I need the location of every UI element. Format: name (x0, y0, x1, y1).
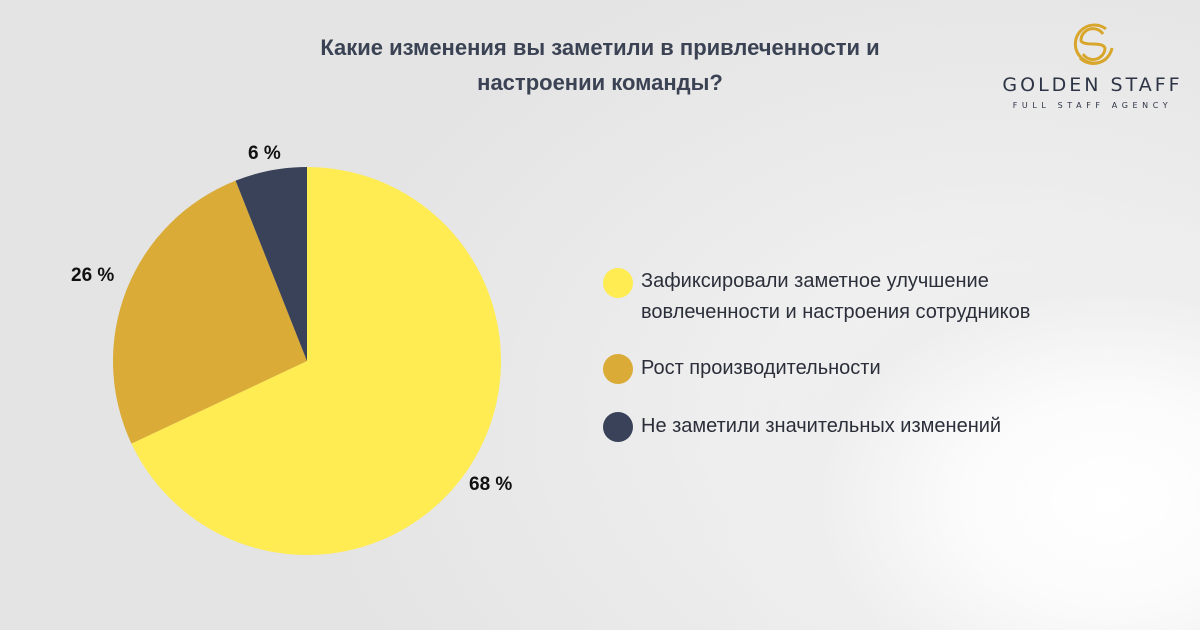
chart-title-line-1: Какие изменения вы заметили в привлеченн… (320, 35, 880, 60)
pie-label-productivity: 26 % (71, 265, 115, 286)
pie-label-no-change: 6 % (248, 143, 281, 164)
pie-slice-no-change (235, 167, 307, 361)
pie-slice-productivity (112, 180, 307, 444)
legend-dot-yellow-icon (603, 268, 633, 298)
legend-dot-navy-icon (603, 412, 633, 442)
pie-chart (112, 167, 501, 555)
golden-staff-logo: GOLDEN STAFF FULL STAFF AGENCY (1000, 18, 1185, 113)
legend-label: Рост производительности (641, 357, 881, 379)
legend-label: Зафиксировали заметное улучшение вовлече… (641, 270, 1031, 323)
legend-dot-gold-icon (603, 354, 633, 384)
logo-tagline: FULL STAFF AGENCY (1012, 101, 1173, 110)
logo-name: GOLDEN STAFF (1002, 74, 1183, 96)
chart-title: Какие изменения вы заметили в привлеченн… (200, 30, 1000, 100)
pie-label-improved: 68 % (469, 474, 513, 495)
gold-s-circle-icon (1073, 23, 1114, 65)
pie-slice-improved (131, 167, 501, 555)
legend-label: Не заметили значительных изменений (641, 415, 1002, 437)
chart-title-line-2: настроении команды? (477, 70, 723, 95)
